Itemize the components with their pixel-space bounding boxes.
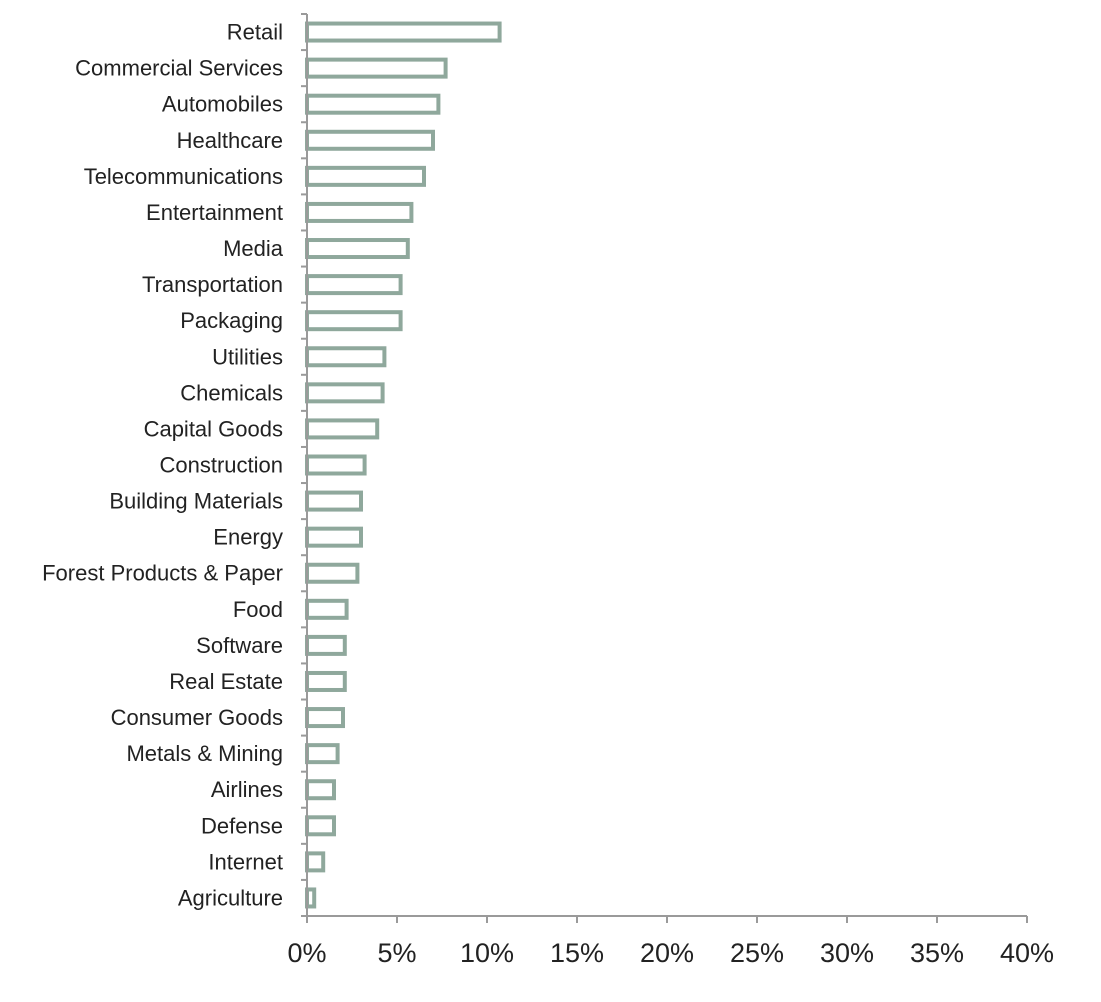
bar-retail	[305, 21, 502, 43]
category-label: Construction	[159, 453, 283, 478]
category-label: Software	[196, 633, 283, 658]
category-label: Packaging	[180, 308, 283, 333]
x-ticks: 0% 5% 10% 15% 20% 25% 30% 35% 40%	[287, 916, 1054, 968]
bar-food	[305, 598, 349, 620]
category-label: Capital Goods	[144, 416, 283, 441]
bar-capital-goods	[305, 418, 380, 440]
category-label: Agriculture	[178, 885, 283, 910]
bar-building-materials	[305, 490, 363, 512]
category-label: Telecommunications	[84, 164, 283, 189]
category-label: Utilities	[212, 344, 283, 369]
bars-group	[305, 21, 502, 909]
x-tick-label: 40%	[1000, 938, 1054, 968]
category-labels: Retail Commercial Services Automobiles Heal…	[42, 20, 284, 911]
x-tick-label: 25%	[730, 938, 784, 968]
x-tick-label: 30%	[820, 938, 874, 968]
x-tick-label: 15%	[550, 938, 604, 968]
bar-chemicals	[305, 382, 385, 404]
bar-healthcare	[305, 129, 435, 151]
bar-defense	[305, 815, 336, 837]
x-tick-label: 5%	[377, 938, 416, 968]
bar-construction	[305, 454, 367, 476]
category-label: Commercial Services	[75, 56, 283, 81]
x-tick-label: 10%	[460, 938, 514, 968]
category-label: Media	[223, 236, 284, 261]
bar-airlines	[305, 779, 336, 801]
bar-entertainment	[305, 201, 414, 223]
bar-software	[305, 634, 347, 656]
bar-real-estate	[305, 670, 347, 692]
category-label: Airlines	[211, 777, 283, 802]
category-label: Energy	[213, 525, 283, 550]
category-label: Defense	[201, 813, 283, 838]
bar-agriculture	[305, 887, 317, 909]
category-label: Building Materials	[109, 489, 283, 514]
category-label: Internet	[208, 849, 283, 874]
category-label: Transportation	[142, 272, 283, 297]
bar-internet	[305, 851, 326, 873]
x-tick-label: 20%	[640, 938, 694, 968]
bar-media	[305, 238, 410, 260]
category-label: Consumer Goods	[111, 705, 283, 730]
category-label: Retail	[227, 20, 283, 45]
bar-consumer-goods	[305, 707, 345, 729]
bar-forest-products-paper	[305, 562, 360, 584]
bar-metals-mining	[305, 743, 340, 765]
bar-packaging	[305, 310, 403, 332]
category-label: Food	[233, 597, 283, 622]
category-label: Metals & Mining	[126, 741, 283, 766]
x-tick-label: 35%	[910, 938, 964, 968]
bar-telecommunications	[305, 165, 426, 187]
bar-automobiles	[305, 93, 441, 115]
category-label: Healthcare	[177, 128, 283, 153]
category-label: Forest Products & Paper	[42, 561, 283, 586]
bar-transportation	[305, 274, 403, 296]
category-label: Automobiles	[162, 92, 283, 117]
y-ticks	[301, 13, 307, 917]
category-label: Chemicals	[180, 380, 283, 405]
category-label: Real Estate	[169, 669, 283, 694]
bar-commercial-services	[305, 57, 448, 79]
category-label: Entertainment	[146, 200, 283, 225]
bar-utilities	[305, 346, 387, 368]
x-tick-label: 0%	[287, 938, 326, 968]
bar-energy	[305, 526, 363, 548]
